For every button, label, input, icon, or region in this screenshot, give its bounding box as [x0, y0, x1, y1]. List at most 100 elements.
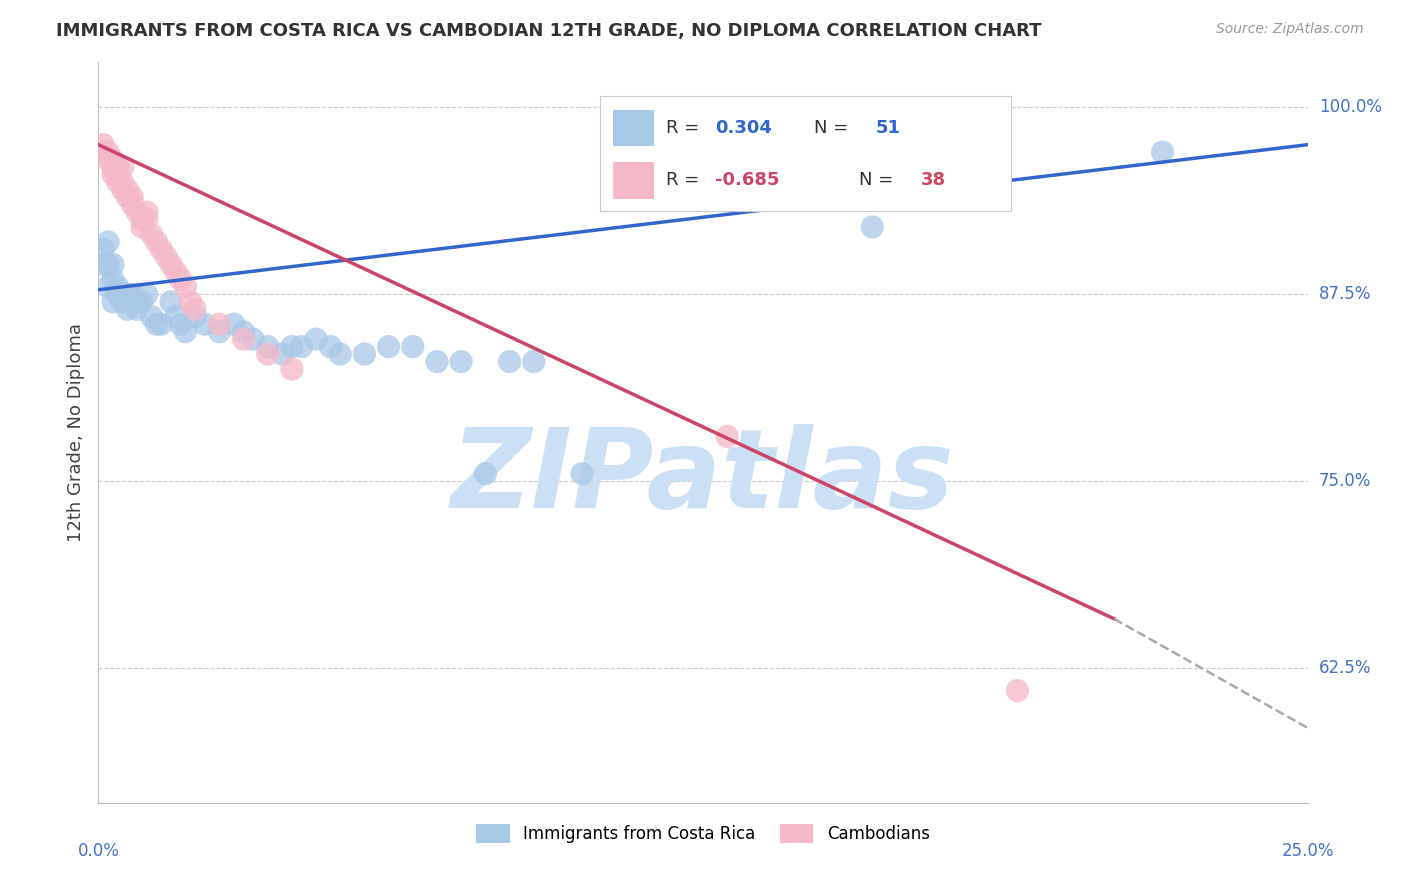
Point [208, 325, 231, 339]
Point [271, 347, 294, 361]
Point [141, 310, 163, 324]
Point [319, 340, 342, 354]
Text: 87.5%: 87.5% [1319, 285, 1371, 303]
Legend: Immigrants from Costa Rica, Cambodians: Immigrants from Costa Rica, Cambodians [470, 817, 936, 850]
Point [101, 257, 124, 271]
Point [97, 145, 120, 160]
Point [127, 302, 149, 317]
Point [290, 340, 312, 354]
Point [131, 212, 153, 227]
Point [169, 317, 191, 331]
Point [232, 332, 254, 346]
Point [107, 287, 129, 301]
Text: 100.0%: 100.0% [1319, 98, 1382, 116]
Point [117, 287, 139, 301]
Point [474, 467, 496, 481]
Point [498, 354, 520, 368]
Point [256, 347, 278, 361]
Point [117, 183, 139, 197]
Text: ZIPatlas: ZIPatlas [451, 424, 955, 531]
Point [131, 294, 153, 309]
Point [232, 325, 254, 339]
Point [91, 243, 114, 257]
Point [377, 340, 399, 354]
Point [329, 347, 352, 361]
Point [101, 160, 124, 174]
Point [179, 294, 201, 309]
Point [97, 280, 120, 294]
Point [131, 219, 153, 234]
Point [169, 272, 191, 286]
Point [121, 287, 143, 301]
Point [1007, 683, 1029, 698]
Point [135, 287, 157, 301]
Point [184, 310, 207, 324]
Text: 62.5%: 62.5% [1319, 659, 1371, 677]
Point [107, 160, 129, 174]
Point [305, 332, 328, 346]
Point [155, 250, 177, 264]
Point [101, 272, 124, 286]
Point [353, 347, 375, 361]
Point [165, 265, 187, 279]
Point [121, 294, 143, 309]
Point [91, 145, 114, 160]
Point [174, 325, 197, 339]
Point [101, 168, 124, 182]
Point [174, 280, 197, 294]
Point [150, 243, 173, 257]
Point [107, 175, 129, 189]
Text: 0.0%: 0.0% [77, 842, 120, 860]
Point [117, 190, 139, 204]
Point [107, 168, 129, 182]
Point [860, 219, 883, 234]
Point [127, 294, 149, 309]
Point [150, 317, 173, 331]
Point [97, 153, 120, 167]
Point [127, 205, 149, 219]
Point [194, 317, 217, 331]
Point [242, 332, 264, 346]
Text: 25.0%: 25.0% [1281, 842, 1334, 860]
Point [523, 354, 546, 368]
Text: Source: ZipAtlas.com: Source: ZipAtlas.com [1216, 22, 1364, 37]
Point [281, 340, 304, 354]
Point [135, 205, 157, 219]
Point [450, 354, 472, 368]
Point [1152, 145, 1174, 160]
Point [107, 280, 129, 294]
Point [402, 340, 425, 354]
Point [160, 294, 183, 309]
Point [256, 340, 278, 354]
Point [141, 227, 163, 242]
Point [135, 212, 157, 227]
Point [208, 317, 231, 331]
Point [111, 294, 134, 309]
Point [145, 317, 167, 331]
Point [111, 160, 134, 174]
Point [117, 302, 139, 317]
Point [184, 302, 207, 317]
Point [165, 310, 187, 324]
Point [111, 287, 134, 301]
Point [145, 235, 167, 249]
Text: IMMIGRANTS FROM COSTA RICA VS CAMBODIAN 12TH GRADE, NO DIPLOMA CORRELATION CHART: IMMIGRANTS FROM COSTA RICA VS CAMBODIAN … [56, 22, 1042, 40]
Point [97, 235, 120, 249]
Point [716, 429, 738, 443]
Point [91, 137, 114, 152]
Point [121, 197, 143, 211]
Point [160, 257, 183, 271]
Text: 75.0%: 75.0% [1319, 472, 1371, 491]
Point [97, 257, 120, 271]
Point [426, 354, 449, 368]
Point [121, 190, 143, 204]
Y-axis label: 12th Grade, No Diploma: 12th Grade, No Diploma [66, 323, 84, 542]
Point [101, 294, 124, 309]
Point [222, 317, 245, 331]
Point [281, 362, 304, 376]
Point [571, 467, 593, 481]
Point [111, 175, 134, 189]
Point [111, 183, 134, 197]
Point [91, 257, 114, 271]
Point [101, 153, 124, 167]
